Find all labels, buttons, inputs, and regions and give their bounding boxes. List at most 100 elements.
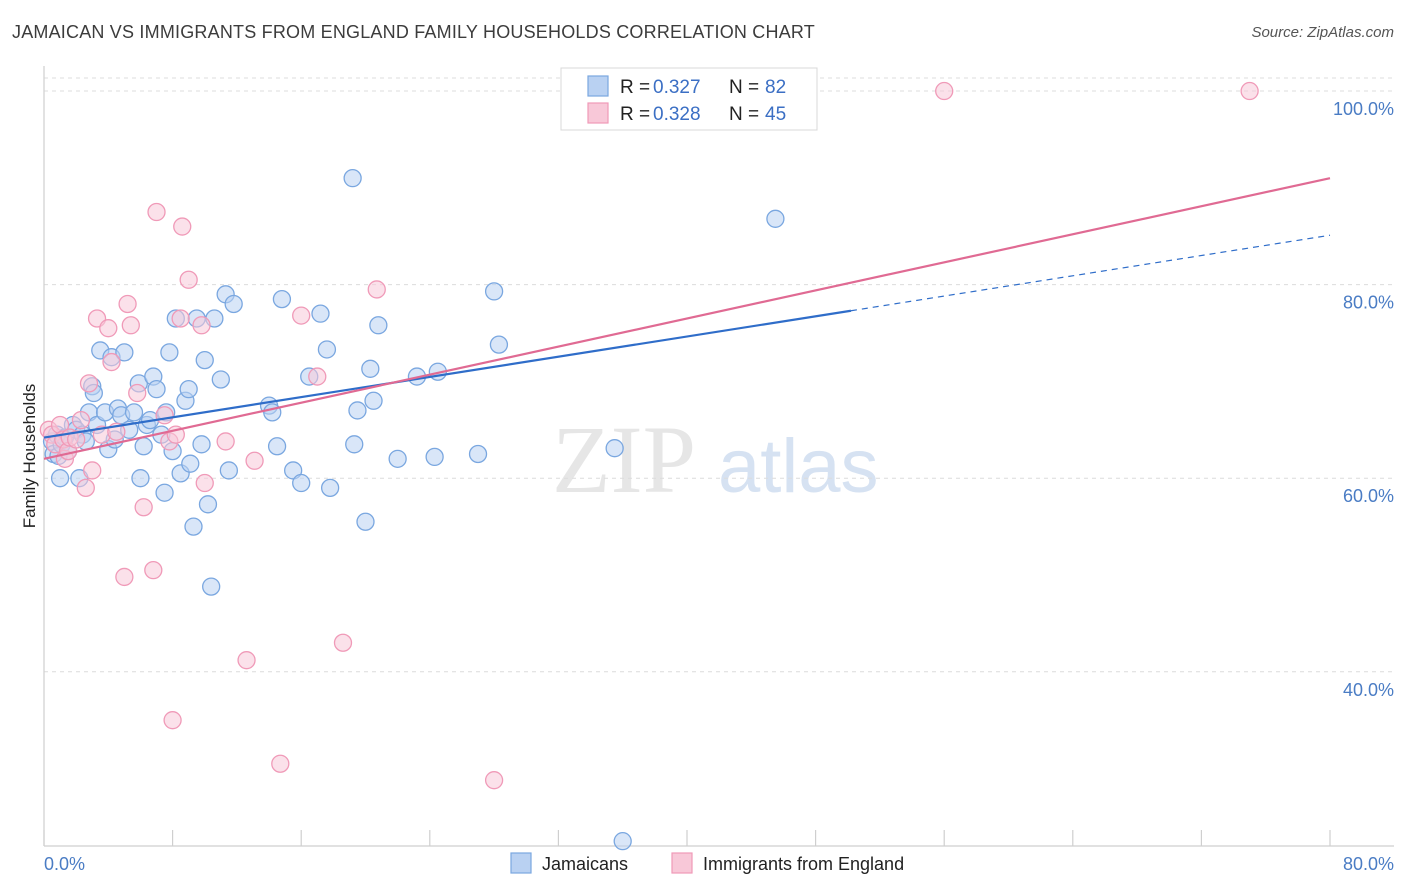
jamaicans-point	[343, 168, 362, 188]
y-tick-label: 80.0%	[1343, 293, 1394, 313]
jamaicans-point	[184, 517, 203, 536]
england-point	[67, 430, 86, 449]
legend-r-label: R =	[620, 77, 650, 98]
watermark: ZIP atlas	[552, 406, 879, 513]
jamaicans-point	[311, 304, 330, 323]
legend-r-value: 0.327	[653, 77, 701, 98]
england-point	[179, 270, 198, 289]
legend-n-label: N =	[729, 104, 759, 125]
y-tick-label: 60.0%	[1343, 486, 1394, 506]
jamaicans-point	[272, 289, 292, 309]
jamaicans-point	[361, 359, 380, 378]
legend-swatch-jamaicans	[587, 75, 609, 97]
jamaicans-point	[345, 435, 364, 454]
jamaicans-point	[267, 437, 287, 456]
legend-swatch-england	[587, 102, 609, 124]
bottom-legend: Jamaicans Immigrants from England	[510, 852, 904, 874]
axes	[43, 66, 1394, 847]
jamaicans-point	[160, 343, 179, 362]
x-tick-label-min: 0.0%	[44, 854, 85, 874]
jamaicans-point	[348, 401, 367, 420]
jamaicans-point	[320, 478, 340, 498]
jamaicans-point	[155, 483, 174, 502]
jamaicans-point	[613, 832, 632, 851]
england-point	[173, 217, 192, 236]
england-point	[195, 473, 214, 493]
jamaicans-point	[292, 473, 311, 493]
jamaicans-point	[356, 512, 375, 531]
england-point	[163, 711, 182, 730]
england-point	[102, 352, 121, 372]
jamaicans-point	[134, 437, 153, 456]
y-tick-label: 100.0%	[1333, 99, 1394, 119]
jamaicans-point	[484, 282, 504, 301]
page-title: JAMAICAN VS IMMIGRANTS FROM ENGLAND FAMI…	[12, 22, 815, 42]
jamaicans-point	[147, 380, 166, 399]
jamaicans-point	[364, 391, 383, 410]
legend-n-label: N =	[729, 77, 759, 98]
bottom-legend-swatch-england	[671, 852, 693, 874]
jamaicans-point	[317, 340, 337, 359]
england-point	[118, 294, 137, 314]
england-point	[147, 202, 166, 222]
legend-r-label: R =	[620, 104, 650, 125]
bottom-legend-label-england: Immigrants from England	[703, 854, 904, 874]
jamaicans-trend-extension	[850, 234, 1331, 312]
england-point	[71, 410, 91, 430]
jamaicans-point	[192, 435, 211, 454]
england-point	[245, 451, 264, 470]
jamaicans-point	[50, 469, 70, 488]
jamaicans-point	[211, 370, 230, 389]
england-point	[935, 81, 954, 101]
legend-n-value: 45	[765, 104, 786, 125]
jamaicans-point	[115, 343, 134, 362]
grid	[44, 77, 1394, 673]
jamaicans-point	[766, 209, 785, 228]
jamaicans-point	[369, 316, 388, 335]
england-point	[292, 306, 311, 325]
jamaicans-point	[198, 495, 218, 514]
jamaicans-point	[425, 447, 444, 467]
england-trend-line	[43, 177, 1331, 460]
x-tick-label-max: 80.0%	[1343, 854, 1394, 874]
jamaicans-point	[219, 461, 239, 480]
england-point	[155, 406, 174, 425]
england-point	[192, 316, 211, 335]
england-point	[237, 651, 256, 670]
england-point	[333, 633, 353, 652]
england-point	[115, 567, 134, 587]
jamaicans-point	[224, 294, 243, 314]
jamaicans-point	[124, 403, 144, 422]
jamaicans-point	[263, 403, 282, 422]
england-point	[76, 478, 95, 498]
bottom-legend-swatch-jamaicans	[510, 852, 532, 874]
england-point	[171, 309, 190, 328]
england-point	[271, 754, 290, 773]
jamaicans-point	[131, 469, 150, 488]
points	[39, 81, 1259, 851]
england-point	[83, 461, 102, 480]
england-point	[99, 319, 118, 338]
england-point	[216, 432, 235, 451]
y-axis-title: Family Households	[20, 384, 39, 529]
jamaicans-point	[181, 454, 200, 473]
bottom-legend-label-jamaicans: Jamaicans	[542, 854, 628, 874]
y-tick-labels: 40.0% 60.0% 80.0% 100.0%	[1333, 99, 1394, 700]
y-tick-label: 40.0%	[1343, 680, 1394, 700]
england-point	[134, 498, 153, 517]
legend: R = 0.327 N = 82 R = 0.328 N = 45	[560, 67, 818, 131]
england-point	[121, 316, 140, 335]
jamaicans-point	[388, 449, 407, 468]
source-note: Source: ZipAtlas.com	[1251, 24, 1394, 41]
england-point	[367, 280, 386, 299]
jamaicans-point	[468, 444, 488, 464]
england-point	[128, 383, 147, 403]
jamaicans-point	[605, 439, 624, 458]
england-point	[308, 367, 327, 386]
trend-lines	[43, 177, 1331, 460]
england-point	[144, 560, 163, 580]
legend-r-value: 0.328	[653, 104, 701, 125]
jamaicans-point	[179, 380, 198, 399]
england-point	[484, 771, 504, 790]
